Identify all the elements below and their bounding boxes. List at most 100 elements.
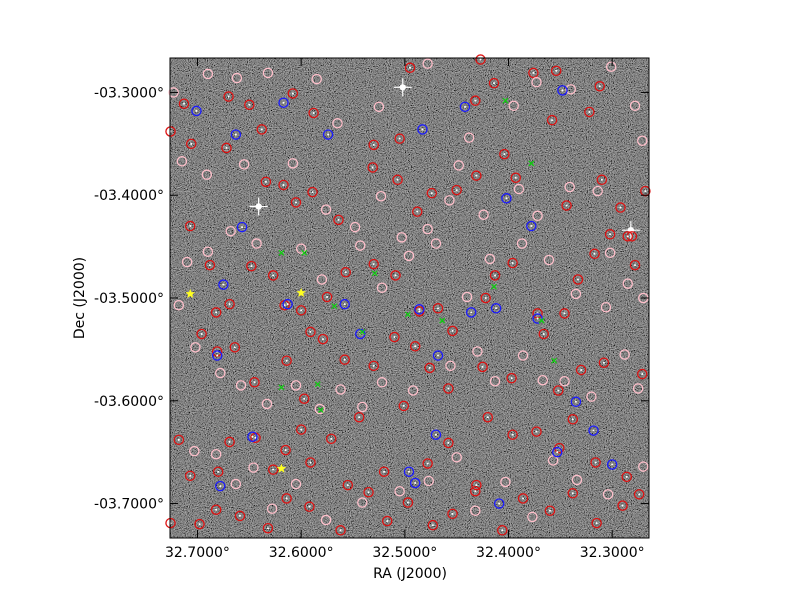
pink-circle-marker: [517, 350, 529, 361]
blue-circle-marker: [282, 298, 293, 310]
blue-circle-marker: [417, 124, 428, 135]
red-circle-marker: [480, 292, 491, 304]
blue-circle-marker: [570, 396, 582, 408]
bright-star: [393, 78, 412, 97]
red-circle-marker: [422, 458, 433, 469]
red-circle-marker: [184, 470, 196, 482]
red-circle-marker: [567, 488, 579, 499]
pink-circle-marker: [173, 299, 185, 311]
red-circle-marker: [224, 436, 235, 448]
pink-circle-marker: [592, 185, 603, 197]
red-circle-marker: [367, 162, 378, 173]
pink-circle-marker: [311, 73, 322, 85]
blue-circle-marker: [493, 498, 505, 509]
red-circle-marker: [204, 259, 216, 271]
red-circle-marker: [186, 138, 197, 150]
green-marker: [502, 97, 509, 104]
red-circle-marker: [544, 505, 556, 517]
blue-circle-marker: [501, 193, 512, 204]
pink-circle-marker: [543, 254, 555, 266]
red-circle-marker: [244, 99, 255, 111]
red-circle-marker: [381, 515, 393, 527]
red-circle-marker: [447, 508, 458, 520]
pink-circle-marker: [357, 497, 368, 508]
red-circle-marker: [575, 364, 587, 376]
green-marker: [404, 311, 411, 318]
red-circle-marker: [256, 124, 268, 135]
pink-circle-marker: [600, 302, 612, 313]
source-markers: [165, 54, 651, 536]
red-circle-marker: [249, 377, 260, 388]
pink-circle-marker: [235, 380, 247, 391]
red-circle-marker: [398, 400, 410, 412]
red-circle-marker: [223, 91, 234, 102]
x-tick-label: 32.7000°: [165, 545, 230, 561]
red-circle-marker: [368, 139, 379, 151]
x-tick-label: 32.4000°: [476, 545, 541, 561]
pink-circle-marker: [532, 210, 543, 222]
red-circle-marker: [229, 342, 241, 353]
red-circle-marker: [622, 231, 633, 242]
red-circle-marker: [390, 270, 401, 281]
pink-circle-marker: [189, 445, 200, 457]
pink-circle-marker: [373, 101, 385, 113]
pink-circle-marker: [604, 247, 616, 259]
red-circle-marker: [471, 479, 482, 491]
pink-circle-marker: [181, 256, 193, 268]
green-marker: [278, 249, 285, 256]
pink-circle-marker: [407, 385, 419, 396]
blue-circle-marker: [606, 459, 618, 470]
pink-circle-marker: [602, 489, 614, 500]
pink-circle-marker: [422, 223, 433, 235]
pink-circle-marker: [375, 190, 387, 202]
pink-circle-marker: [489, 376, 501, 387]
pink-circle-marker: [453, 160, 464, 171]
red-circle-marker: [340, 267, 351, 278]
red-circle-marker: [432, 303, 444, 314]
pink-circle-marker: [622, 278, 633, 289]
red-circle-marker: [210, 307, 222, 318]
red-circle-marker: [629, 259, 641, 271]
pink-circle-marker: [332, 118, 343, 129]
pink-circle-marker: [570, 288, 582, 300]
pink-circle-marker: [394, 485, 405, 497]
red-circle-marker: [615, 202, 626, 213]
red-circle-marker: [517, 493, 529, 504]
pink-circle-marker: [513, 183, 525, 195]
red-circle-marker: [506, 372, 517, 384]
red-circle-marker: [173, 434, 185, 446]
pink-circle-marker: [461, 291, 473, 303]
pink-circle-marker: [320, 514, 332, 526]
blue-circle-marker: [278, 97, 289, 108]
axis-ticks: 32.7000° 32.6000° 32.5000° 32.4000° 32.3000°…: [94, 58, 649, 561]
red-circle-marker: [339, 354, 350, 365]
y-axis-label: Dec (J2000): [72, 257, 88, 339]
pink-circle-marker: [335, 384, 346, 395]
red-circle-marker: [598, 357, 610, 369]
pink-circle-marker: [637, 135, 648, 146]
pink-circle-marker: [262, 67, 274, 79]
blue-circle-marker: [211, 350, 223, 361]
red-circle-marker: [304, 501, 315, 512]
red-circle-marker: [404, 62, 416, 74]
pink-circle-marker: [527, 511, 538, 523]
red-circle-marker: [278, 179, 289, 191]
red-circle-marker: [290, 197, 302, 208]
red-circle-marker: [596, 174, 608, 186]
pink-circle-marker: [484, 253, 496, 265]
pink-circle-marker: [210, 448, 222, 460]
pink-circle-marker: [261, 398, 273, 410]
red-circle-marker: [368, 258, 379, 270]
red-circle-marker: [584, 106, 595, 118]
pink-circle-marker: [295, 243, 307, 254]
red-circle-marker: [621, 471, 632, 483]
red-circle-marker: [538, 328, 550, 340]
pink-circle-marker: [638, 461, 649, 472]
blue-circle-marker: [409, 477, 421, 489]
pink-circle-marker: [586, 391, 597, 402]
pink-circle-marker: [231, 72, 243, 84]
pink-circle-marker: [508, 100, 519, 112]
blue-circle-marker: [465, 307, 477, 318]
red-circle-marker: [559, 308, 570, 319]
red-circle-marker: [594, 81, 606, 92]
